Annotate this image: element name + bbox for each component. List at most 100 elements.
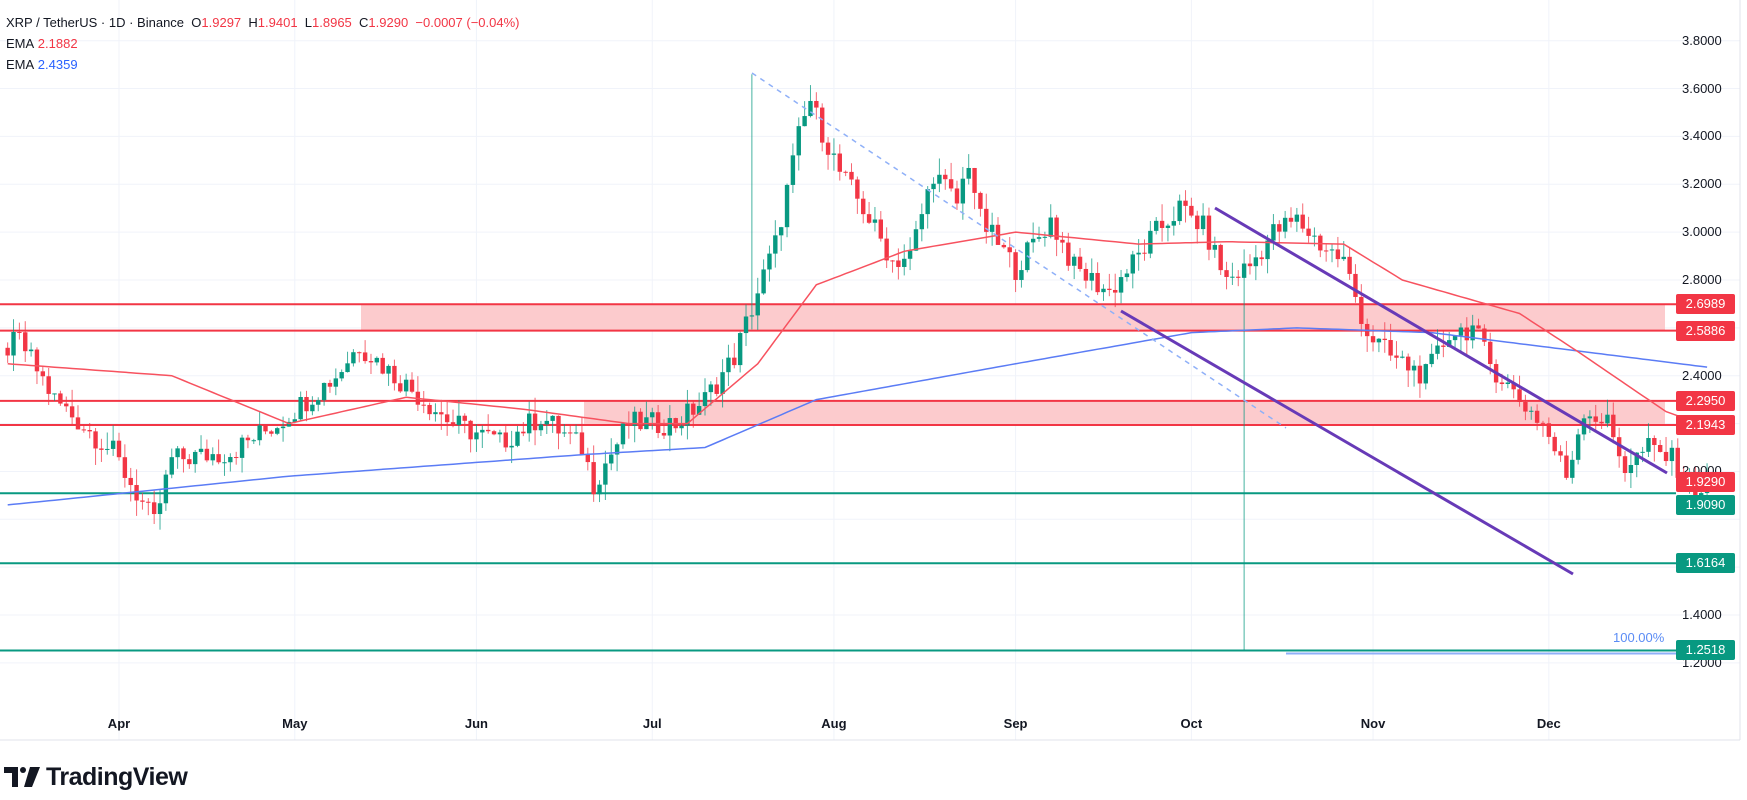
candle-down xyxy=(1107,288,1112,290)
candle-down xyxy=(1517,389,1522,402)
candle-down xyxy=(128,477,133,486)
candle-down xyxy=(1663,451,1669,462)
candle-up xyxy=(1329,249,1335,251)
candle-down xyxy=(58,393,63,404)
candle-down xyxy=(1388,340,1393,356)
candle-down xyxy=(1652,438,1657,446)
candle-up xyxy=(1341,256,1346,260)
candle-up xyxy=(28,349,34,352)
ohlc-close: 1.9290 xyxy=(368,15,409,30)
candle-up xyxy=(907,250,913,259)
candle-down xyxy=(878,219,883,239)
candle-up xyxy=(515,431,520,446)
candle-up xyxy=(1019,270,1024,280)
ema-fast-value: 2.1882 xyxy=(37,36,78,51)
candle-up xyxy=(708,384,714,393)
candle-down xyxy=(1476,325,1481,329)
candle-up xyxy=(620,423,626,445)
candle-up xyxy=(796,126,801,156)
candle-down xyxy=(843,171,848,173)
candle-down xyxy=(1189,205,1194,216)
ema-fast-line xyxy=(7,231,1708,428)
candle-down xyxy=(890,260,895,262)
candle-down xyxy=(462,415,467,421)
candle-up xyxy=(11,331,16,356)
candle-up xyxy=(316,400,321,405)
candle-down xyxy=(1113,289,1118,293)
candle-down xyxy=(1382,338,1387,341)
candle-down xyxy=(204,448,210,461)
candle-up xyxy=(902,258,907,267)
candle-down xyxy=(1599,421,1604,424)
candle-up xyxy=(1177,200,1182,222)
candle-down xyxy=(1159,220,1165,228)
candle-up xyxy=(433,412,438,415)
price-tag: 2.6989 xyxy=(1676,294,1735,315)
candle-down xyxy=(444,414,450,423)
candle-down xyxy=(1622,456,1628,474)
candle-down xyxy=(116,440,122,458)
candle-down xyxy=(1611,414,1616,438)
candle-up xyxy=(802,116,807,127)
candle-up xyxy=(374,357,380,363)
ema-fast-row[interactable]: EMA 2.1882 xyxy=(6,36,78,51)
candle-down xyxy=(568,432,573,434)
candle-down xyxy=(87,430,92,432)
price-tag: 1.9290 xyxy=(1676,472,1735,493)
candle-down xyxy=(122,457,128,478)
candle-down xyxy=(421,404,426,406)
candle-down xyxy=(556,415,561,434)
candle-down xyxy=(1206,215,1212,250)
candle-down xyxy=(427,404,432,415)
candle-down xyxy=(691,403,696,415)
candle-down xyxy=(1218,244,1223,271)
channel-upper-line xyxy=(1214,206,1668,475)
candle-up xyxy=(169,457,174,475)
candle-up xyxy=(966,167,971,179)
candle-up xyxy=(157,503,163,515)
candle-down xyxy=(1054,217,1059,240)
candle-up xyxy=(1699,493,1704,497)
candle-up xyxy=(1628,464,1634,474)
price-tick: 3.2000 xyxy=(1682,176,1722,192)
candle-up xyxy=(456,415,462,425)
candle-down xyxy=(1406,356,1411,371)
candle-up xyxy=(321,382,327,401)
exchange: Binance xyxy=(137,15,185,30)
candle-up xyxy=(105,448,110,450)
candle-down xyxy=(661,432,667,436)
candle-down xyxy=(46,376,51,394)
candle-down xyxy=(1394,355,1399,358)
candle-up xyxy=(1230,276,1235,278)
resistance-zone xyxy=(584,400,1665,425)
ema-slow-row[interactable]: EMA 2.4359 xyxy=(6,57,78,72)
candle-up xyxy=(1148,230,1153,254)
candle-up xyxy=(831,153,837,155)
candle-up xyxy=(1423,364,1428,384)
candle-down xyxy=(626,423,632,426)
candle-up xyxy=(198,448,204,452)
month-label: May xyxy=(282,716,308,731)
candle-down xyxy=(943,174,948,180)
candle-down xyxy=(896,260,901,267)
candle-down xyxy=(521,431,526,434)
candle-up xyxy=(480,429,485,433)
candle-up xyxy=(1429,353,1434,365)
symbol-name[interactable]: XRP / TetherUS xyxy=(6,15,98,30)
tradingview-logo[interactable]: TradingView xyxy=(4,763,188,791)
candle-down xyxy=(327,382,333,387)
candle-down xyxy=(40,371,46,377)
candle-down xyxy=(1546,423,1552,437)
candle-up xyxy=(913,229,919,251)
candle-up xyxy=(767,253,772,270)
candle-up xyxy=(1529,410,1534,412)
candle-down xyxy=(978,192,983,209)
candle-down xyxy=(984,208,989,232)
candle-down xyxy=(954,188,960,204)
interval[interactable]: 1D xyxy=(108,15,126,30)
candle-up xyxy=(275,428,280,434)
candle-up xyxy=(1200,215,1206,230)
candle-down xyxy=(1142,252,1147,254)
candle-up xyxy=(773,235,778,254)
